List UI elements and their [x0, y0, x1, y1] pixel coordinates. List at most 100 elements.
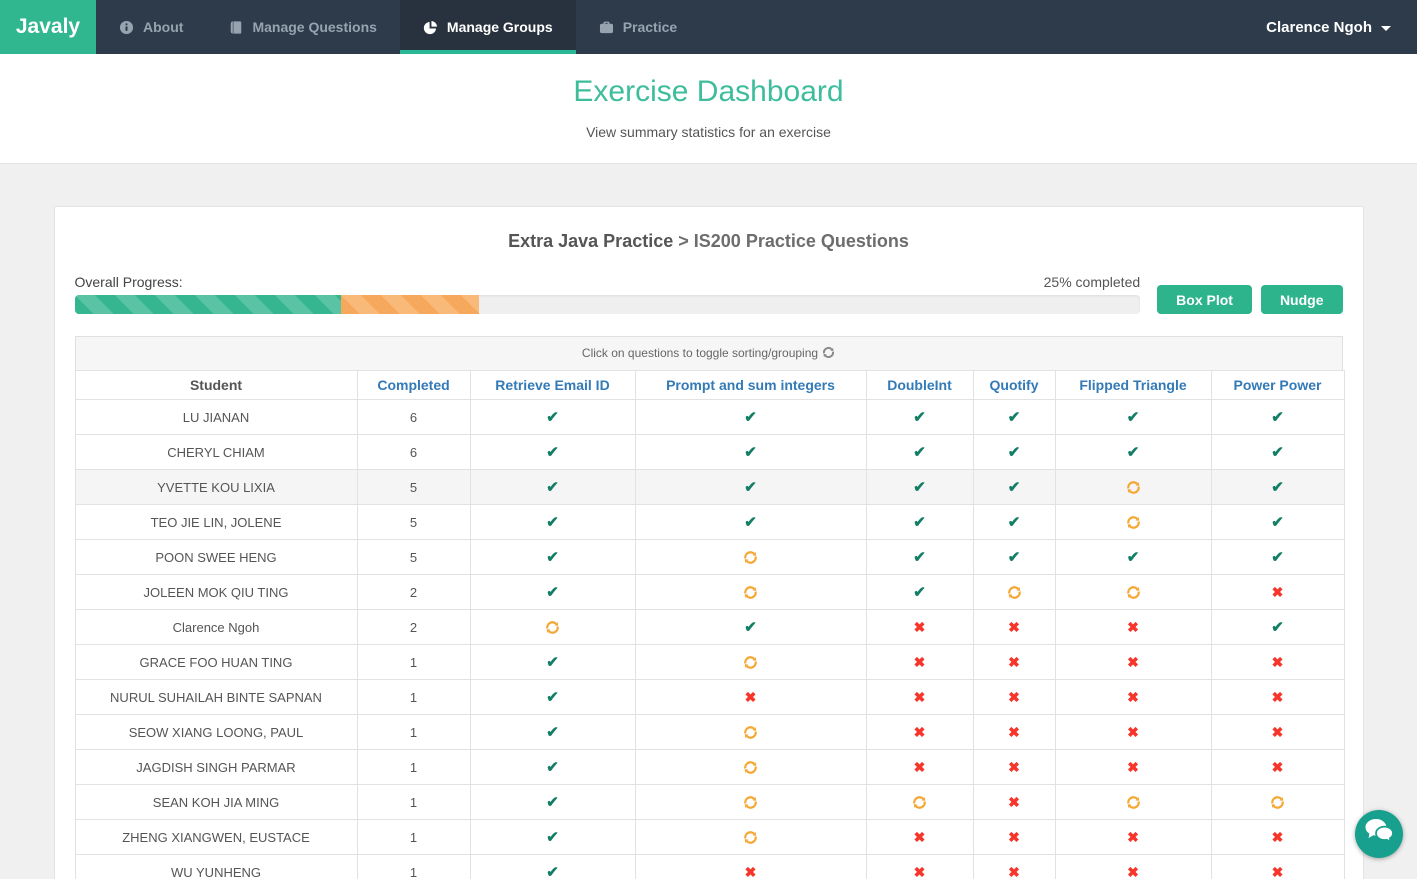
cross-icon: ✖ — [1008, 618, 1020, 635]
column-header-completed[interactable]: Completed — [356, 370, 471, 400]
chat-button[interactable] — [1355, 810, 1403, 858]
status-cell: ✔ — [972, 399, 1056, 435]
cross-icon: ✖ — [1008, 653, 1020, 670]
table-caption-text: Click on questions to toggle sorting/gro… — [581, 346, 819, 360]
cross-icon: ✖ — [1271, 653, 1284, 670]
table-row: JAGDISH SINGH PARMAR 1 ✔ ✖ ✖ ✖ ✖ — [74, 749, 1345, 785]
refresh-icon — [743, 585, 758, 600]
column-header-question-6[interactable]: Power Power — [1210, 370, 1345, 400]
nav-item-manage-groups[interactable]: Manage Groups — [399, 0, 576, 54]
results-table-wrap: Click on questions to toggle sorting/gro… — [74, 336, 1345, 879]
cross-icon: ✖ — [744, 863, 757, 879]
column-header-question-5[interactable]: Flipped Triangle — [1054, 370, 1212, 400]
status-cell: ✔ — [469, 784, 636, 820]
results-table: Student Completed Retrieve Email ID Prom… — [74, 370, 1345, 879]
check-icon: ✔ — [913, 513, 926, 531]
table-caption: Click on questions to toggle sorting/gro… — [74, 336, 1343, 370]
table-row: ZHENG XIANGWEN, EUSTACE 1 ✔ ✖ ✖ ✖ ✖ — [74, 819, 1345, 855]
status-cell — [1054, 469, 1212, 505]
nudge-button[interactable]: Nudge — [1260, 285, 1343, 314]
status-cell: ✖ — [1210, 679, 1345, 715]
check-icon: ✔ — [1271, 443, 1284, 461]
completed-cell: 6 — [356, 399, 471, 435]
column-header-question-3[interactable]: DoubleInt — [865, 370, 974, 400]
status-cell: ✖ — [1210, 854, 1345, 879]
status-cell: ✔ — [469, 469, 636, 505]
check-icon: ✔ — [546, 583, 559, 601]
nav-item-label: Manage Groups — [446, 19, 553, 35]
student-cell: SEAN KOH JIA MING — [74, 784, 358, 820]
status-cell: ✖ — [1054, 819, 1212, 855]
table-row: SEAN KOH JIA MING 1 ✔ ✖ — [74, 784, 1345, 820]
student-cell: JOLEEN MOK QIU TING — [74, 574, 358, 610]
status-cell: ✔ — [634, 399, 867, 435]
nav-item-about[interactable]: About — [96, 0, 206, 54]
check-icon: ✔ — [546, 478, 559, 496]
check-icon: ✔ — [546, 793, 559, 811]
column-header-question-2[interactable]: Prompt and sum integers — [634, 370, 867, 400]
refresh-icon — [1270, 795, 1285, 810]
status-cell: ✔ — [865, 399, 974, 435]
completed-cell: 1 — [356, 819, 471, 855]
student-cell: WU YUNHENG — [74, 854, 358, 879]
exercise-card: Extra Java Practice > IS200 Practice Que… — [53, 206, 1364, 879]
breadcrumb-separator: > — [678, 231, 689, 251]
cross-icon: ✖ — [913, 618, 926, 635]
status-cell: ✖ — [865, 679, 974, 715]
student-cell: NURUL SUHAILAH BINTE SAPNAN — [74, 679, 358, 715]
cross-icon: ✖ — [1127, 618, 1139, 635]
status-cell — [634, 819, 867, 855]
status-cell: ✖ — [1054, 749, 1212, 785]
check-icon: ✔ — [546, 513, 559, 531]
nav-item-label: About — [143, 19, 184, 35]
box-plot-button[interactable]: Box Plot — [1157, 285, 1252, 314]
status-cell — [972, 574, 1056, 610]
status-cell: ✖ — [865, 749, 974, 785]
status-cell: ✔ — [469, 714, 636, 750]
cross-icon: ✖ — [1127, 828, 1139, 845]
status-cell: ✔ — [469, 854, 636, 879]
cross-icon: ✖ — [1127, 688, 1139, 705]
nav-item-practice[interactable]: Practice — [576, 0, 700, 54]
check-icon: ✔ — [1126, 408, 1140, 426]
check-icon: ✔ — [1271, 548, 1284, 566]
student-cell: SEOW XIANG LOONG, PAUL — [74, 714, 358, 750]
refresh-icon — [1126, 585, 1141, 600]
column-header-question-1[interactable]: Retrieve Email ID — [469, 370, 636, 400]
refresh-icon — [743, 795, 758, 810]
brand-logo[interactable]: Javaly — [0, 0, 96, 54]
check-icon: ✔ — [546, 688, 559, 706]
check-icon: ✔ — [744, 618, 757, 636]
cross-icon: ✖ — [1008, 828, 1020, 845]
cross-icon: ✖ — [1271, 828, 1284, 845]
status-cell: ✖ — [972, 819, 1056, 855]
completed-cell: 5 — [356, 469, 471, 505]
breadcrumb: Extra Java Practice > IS200 Practice Que… — [75, 231, 1343, 252]
completed-cell: 1 — [356, 644, 471, 680]
cross-icon: ✖ — [1008, 723, 1020, 740]
check-icon: ✔ — [913, 408, 926, 426]
status-cell: ✖ — [1054, 714, 1212, 750]
cross-icon: ✖ — [1127, 863, 1139, 879]
status-cell — [634, 784, 867, 820]
status-cell: ✖ — [865, 854, 974, 879]
completed-cell: 2 — [356, 574, 471, 610]
status-cell: ✔ — [865, 504, 974, 540]
cross-icon: ✖ — [1271, 863, 1284, 879]
breadcrumb-group: Extra Java Practice — [508, 231, 674, 251]
refresh-icon — [743, 760, 758, 775]
student-cell: ZHENG XIANGWEN, EUSTACE — [74, 819, 358, 855]
completed-cell: 2 — [356, 609, 471, 645]
nav-item-manage-questions[interactable]: Manage Questions — [206, 0, 399, 54]
completed-cell: 1 — [356, 784, 471, 820]
student-cell: YVETTE KOU LIXIA — [74, 469, 358, 505]
results-table-body: LU JIANAN 6 ✔ ✔ ✔ ✔ ✔ ✔ CHERYL CHIAM 6 ✔ ✔ ✔ ✔ ✔ ✔ YVETT… — [74, 399, 1345, 879]
progress-completed-text: 25% completed — [1043, 274, 1141, 290]
check-icon: ✔ — [1007, 548, 1021, 566]
status-cell: ✖ — [1210, 644, 1345, 680]
user-menu[interactable]: Clarence Ngoh — [1240, 0, 1417, 54]
status-cell: ✔ — [634, 434, 867, 470]
cross-icon: ✖ — [913, 828, 926, 845]
column-header-question-4[interactable]: Quotify — [972, 370, 1056, 400]
completed-cell: 1 — [356, 679, 471, 715]
